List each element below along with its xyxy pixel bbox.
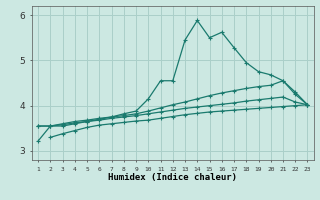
X-axis label: Humidex (Indice chaleur): Humidex (Indice chaleur): [108, 173, 237, 182]
